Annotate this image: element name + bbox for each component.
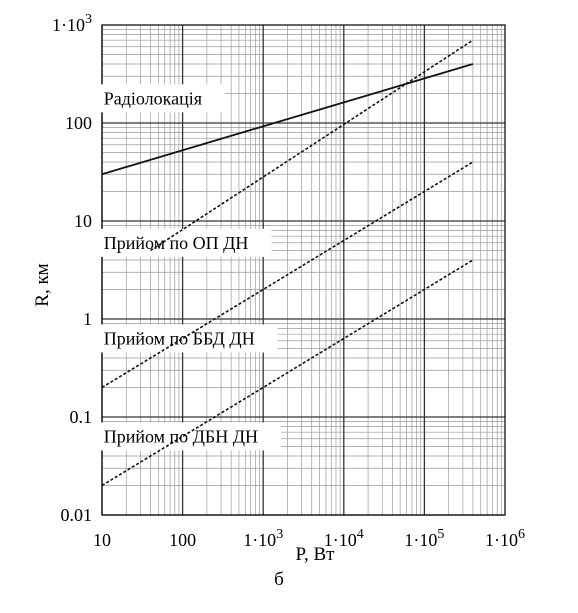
series-line-3: [101, 161, 474, 389]
y-tick-label-3: 10: [74, 211, 92, 231]
y-tick-label-4: 1: [83, 309, 92, 329]
annotation-bg-2: [100, 228, 272, 257]
x-tick-label-5: 1·105: [404, 527, 444, 550]
x-tick-label-2: 100: [169, 530, 196, 550]
series-line-4: [101, 259, 474, 487]
x-axis-label: P, Вт: [296, 544, 336, 565]
annotation-1: Радіолокація: [104, 88, 202, 108]
x-tick-label-3: 1·103: [243, 527, 283, 550]
x-tick-label-6: 1·106: [485, 527, 525, 550]
annotation-backgrounds: [100, 84, 282, 451]
y-tick-label-2: 100: [65, 113, 92, 133]
y-tick-label-1: 1·103: [52, 12, 92, 35]
plot-frame: [101, 24, 506, 516]
y-tick-label-6: 0.01: [61, 505, 93, 525]
annotations: Радіолокація Прийом по ОП ДН Прийом по ББД…: [104, 88, 258, 446]
series-line-1: [101, 63, 474, 176]
series-lines: [101, 39, 474, 487]
x-tick-label-1: 10: [93, 530, 111, 550]
x-tick-label-4: 1·104: [324, 527, 364, 550]
y-tick-label-5: 0.1: [70, 407, 93, 427]
y-tick-labels: 1·103 100 10 1 0.1 0.01: [52, 12, 92, 525]
annotation-bg-3: [100, 324, 278, 353]
y-axis-label: R, км: [32, 263, 53, 306]
annotation-bg-1: [100, 84, 225, 113]
figure-caption: б: [274, 569, 284, 590]
series-line-2: [150, 39, 474, 252]
annotation-4: Прийом по ДБН ДН: [104, 426, 258, 446]
annotation-2: Прийом по ОП ДН: [104, 233, 249, 253]
annotation-3: Прийом по ББД ДН: [104, 328, 255, 348]
annotation-bg-4: [100, 422, 282, 451]
x-tick-labels: 10 100 1·103 1·104 1·105 1·106: [93, 527, 525, 550]
